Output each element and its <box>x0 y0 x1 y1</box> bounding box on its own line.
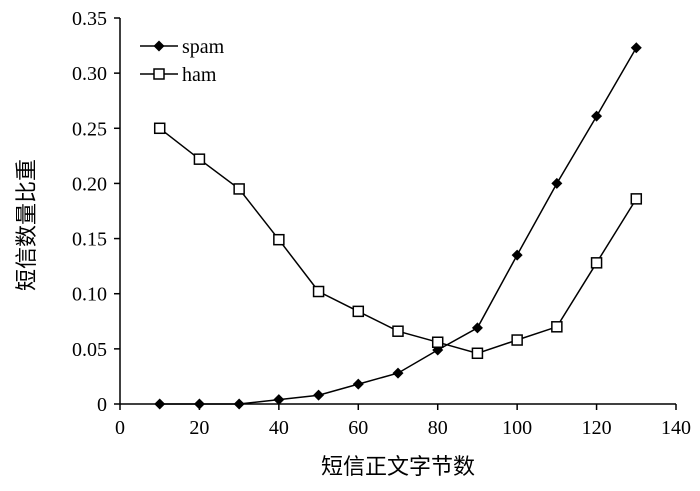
y-tick-label: 0.25 <box>72 118 107 140</box>
legend-marker-ham <box>153 68 165 80</box>
y-tick-label: 0.15 <box>72 229 107 251</box>
legend-label-ham: ham <box>182 64 217 86</box>
legend-item-spam: spam <box>140 36 225 58</box>
y-tick-label: 0.10 <box>72 284 107 306</box>
data-point-spam <box>511 249 523 261</box>
data-point-spam <box>352 378 364 390</box>
data-point-ham <box>193 153 206 165</box>
y-tick-label: 0.35 <box>72 8 107 30</box>
data-point-ham <box>630 193 643 205</box>
data-point-ham <box>312 285 325 298</box>
series-ham <box>153 122 643 360</box>
data-point-spam <box>154 398 166 410</box>
data-point-spam <box>392 367 404 379</box>
data-point-ham <box>153 122 166 135</box>
x-tick-label: 0 <box>115 417 125 439</box>
y-tick-label: 0.20 <box>72 173 107 195</box>
data-point-ham <box>352 305 365 318</box>
data-point-ham <box>590 257 603 269</box>
data-point-ham <box>551 321 563 333</box>
data-point-spam <box>193 398 205 410</box>
data-point-ham <box>511 334 523 346</box>
x-axis-ticks: 0 20 40 60 80 100 120 140 <box>115 404 691 439</box>
data-point-spam <box>630 42 642 54</box>
legend-label-spam: spam <box>182 36 225 58</box>
y-axis-ticks: 0 0.05 0.10 0.15 0.20 0.25 0.30 0.35 <box>72 8 120 416</box>
x-tick-label: 100 <box>502 417 532 439</box>
legend-item-ham: ham <box>140 64 217 86</box>
y-axis-title: 短信数量比重 <box>15 159 40 291</box>
data-point-ham <box>233 183 245 195</box>
series-layer <box>153 42 643 410</box>
x-tick-label: 120 <box>582 417 612 439</box>
series-line-spam <box>159 47 637 405</box>
series-line-ham <box>159 127 637 355</box>
data-point-spam <box>313 389 325 401</box>
data-point-ham <box>471 347 484 360</box>
data-point-ham <box>273 233 285 246</box>
data-point-ham <box>431 336 444 348</box>
x-axis-title: 短信正文字节数 <box>321 455 475 480</box>
data-point-spam <box>471 322 483 334</box>
x-tick-label: 80 <box>428 417 448 439</box>
data-point-spam <box>273 394 285 406</box>
data-point-ham <box>392 325 404 337</box>
y-tick-label: 0.05 <box>72 339 107 361</box>
legend-marker-spam <box>153 40 165 52</box>
x-tick-label: 40 <box>269 417 289 439</box>
x-tick-label: 60 <box>348 417 368 439</box>
legend: spam ham <box>140 36 225 86</box>
data-point-spam <box>591 110 603 122</box>
series-spam <box>154 42 642 410</box>
data-point-spam <box>233 398 245 410</box>
data-point-spam <box>551 177 563 189</box>
x-tick-label: 20 <box>189 417 209 439</box>
y-tick-label: 0.30 <box>72 63 107 85</box>
y-tick-label: 0 <box>97 394 107 416</box>
x-tick-label: 140 <box>661 417 691 439</box>
